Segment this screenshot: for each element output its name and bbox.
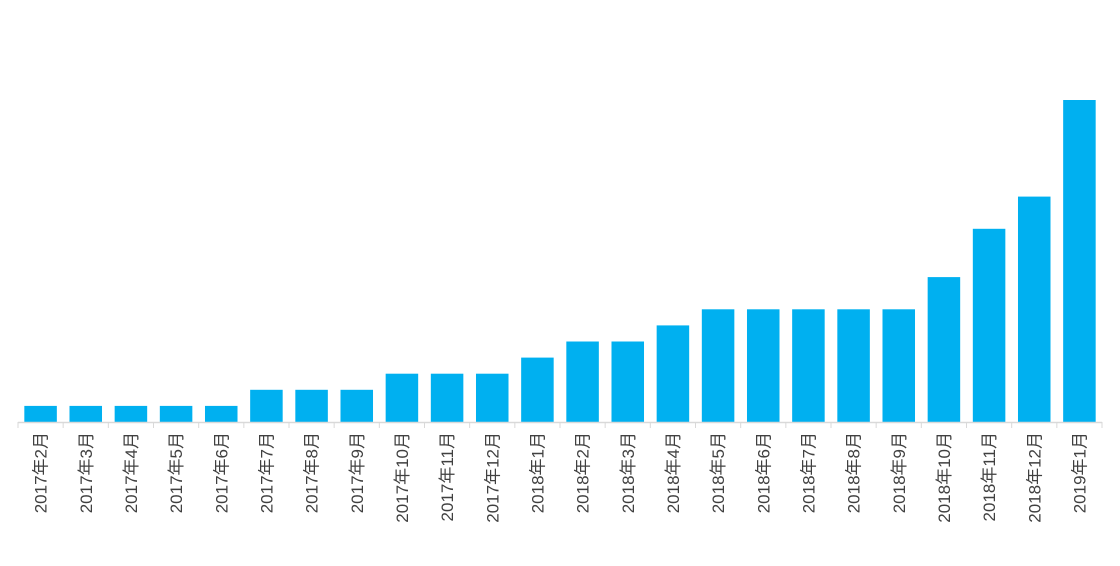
x-axis-ticks [17, 422, 1103, 428]
bar [746, 309, 780, 422]
x-tick-label: 2017年7月 [257, 432, 276, 513]
x-tick-label: 2018年11月 [980, 432, 999, 521]
bar [295, 389, 328, 422]
x-tick-label: 2017年11月 [438, 432, 457, 521]
bar [1017, 196, 1051, 422]
x-tick-label: 2017年8月 [303, 432, 322, 513]
x-tick-label: 2017年2月 [32, 432, 51, 513]
bar [340, 389, 374, 422]
bar [430, 373, 464, 422]
bar [1063, 100, 1096, 422]
x-tick-label: 2017年6月 [212, 432, 231, 513]
x-tick-label: 2018年5月 [709, 432, 728, 513]
bars-group [24, 100, 1096, 422]
bar [566, 341, 599, 422]
bar [611, 341, 645, 422]
bar [250, 389, 283, 422]
bar [24, 405, 57, 422]
x-tick-label: 2018年12月 [1025, 432, 1044, 523]
x-tick-label: 2018年9月 [890, 432, 909, 513]
bar [837, 309, 870, 422]
x-tick-label: 2018年1月 [528, 432, 547, 513]
x-tick-label: 2018年4月 [664, 432, 683, 513]
bar [159, 405, 193, 422]
bar [385, 373, 419, 422]
bar [475, 373, 509, 422]
x-tick-label: 2017年3月 [77, 432, 96, 513]
bar [69, 405, 103, 422]
bar [204, 405, 238, 422]
x-tick-label: 2018年7月 [799, 432, 818, 513]
bar [114, 405, 148, 422]
x-tick-label: 2018年3月 [619, 432, 638, 513]
x-tick-label: 2019年1月 [1070, 432, 1089, 513]
x-tick-label: 2017年10月 [393, 432, 412, 523]
x-tick-label: 2017年9月 [348, 432, 367, 513]
x-tick-label: 2018年10月 [935, 432, 954, 523]
x-tick-label: 2018年2月 [574, 432, 593, 513]
bar [656, 325, 690, 422]
x-tick-label: 2017年12月 [483, 432, 502, 523]
bar [792, 309, 825, 422]
x-tick-label: 2018年6月 [754, 432, 773, 513]
bar [972, 228, 1006, 422]
bar [927, 277, 961, 422]
bar [882, 309, 916, 422]
x-axis-tick-labels: 2017年2月 2017年3月 2017年4月 2017年5月 2017年6月 2017年… [32, 432, 1090, 523]
x-tick-label: 2017年4月 [122, 432, 141, 513]
x-tick-label: 2018年8月 [845, 432, 864, 513]
bar [521, 357, 554, 422]
x-tick-label: 2017年5月 [167, 432, 186, 513]
bar [701, 309, 735, 422]
